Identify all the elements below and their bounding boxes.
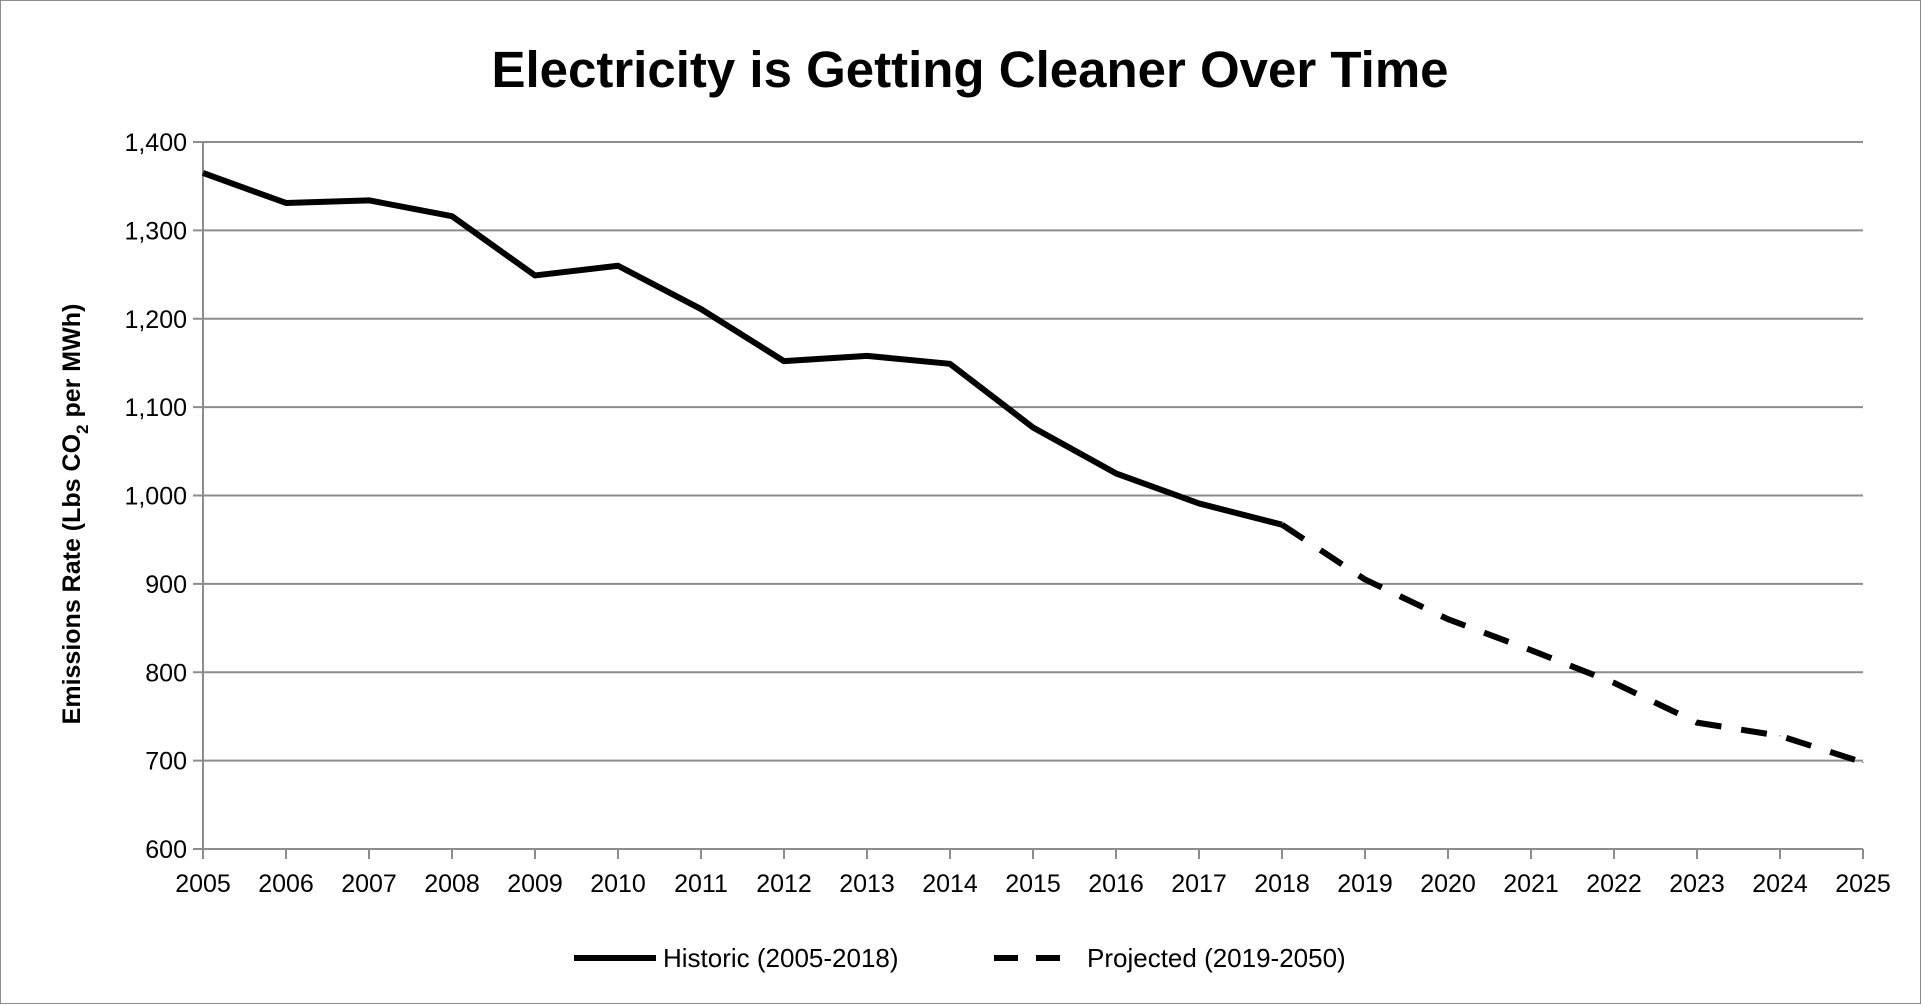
x-tick-label: 2014 (922, 870, 978, 898)
projected-data-point (1696, 722, 1698, 724)
x-tick-label: 2021 (1503, 870, 1559, 898)
projected-data-point (1530, 649, 1532, 651)
projected-data-point (1281, 524, 1283, 526)
x-tick-label: 2019 (1337, 870, 1393, 898)
x-tick-label: 2009 (507, 870, 563, 898)
x-tick-label: 2020 (1420, 870, 1476, 898)
x-tick-label: 2011 (674, 870, 728, 898)
y-tick-label: 600 (145, 836, 187, 864)
historic-data-point (1115, 472, 1117, 474)
historic-data-point (617, 265, 619, 267)
y-tick-label: 1,300 (124, 217, 187, 245)
projected-data-point (1862, 761, 1864, 763)
historic-data-point (949, 363, 951, 365)
x-tick-label: 2017 (1171, 870, 1227, 898)
projected-data-point (1779, 735, 1781, 737)
historic-data-point (285, 202, 287, 204)
x-tick-label: 2016 (1088, 870, 1144, 898)
x-tick-label: 2012 (756, 870, 812, 898)
projected-data-point (1364, 578, 1366, 580)
historic-data-point (368, 199, 370, 201)
y-tick-label: 1,000 (124, 483, 187, 511)
x-tick-label: 2013 (839, 870, 895, 898)
x-tick-label: 2005 (175, 870, 231, 898)
y-axis-tick-labels: 600 700 800 900 1,000 1,100 1,200 1,300 1,400 (124, 129, 187, 864)
historic-data-point (783, 360, 785, 362)
y-tick-label: 900 (145, 571, 187, 599)
historic-data-point (700, 308, 702, 310)
y-tick-label: 1,400 (124, 129, 187, 157)
x-tick-label: 2018 (1254, 870, 1310, 898)
historic-data-point (451, 215, 453, 217)
chart-title: Electricity is Getting Cleaner Over Time (491, 41, 1448, 98)
series-lines (201, 170, 1864, 766)
legend-projected-label: Projected (2019-2050) (1087, 943, 1346, 973)
x-tick-label: 2024 (1752, 870, 1808, 898)
y-axis-label: Emissions Rate (Lbs CO2 per MWh) (58, 304, 92, 725)
x-tick-label: 2025 (1835, 870, 1891, 898)
x-tick-label: 2007 (341, 870, 397, 898)
axes (193, 141, 1864, 859)
x-tick-label: 2010 (590, 870, 646, 898)
x-tick-label: 2022 (1586, 870, 1642, 898)
y-tick-label: 1,100 (124, 394, 187, 422)
legend: Historic (2005-2018) Projected (2019-205… (574, 943, 1346, 973)
historic-data-point (866, 355, 868, 357)
y-tick-label: 1,200 (124, 306, 187, 334)
projected-data-point (1613, 682, 1615, 684)
x-tick-label: 2006 (258, 870, 314, 898)
legend-historic-label: Historic (2005-2018) (663, 943, 899, 973)
historic-data-point (534, 274, 536, 276)
historic-data-point (1198, 502, 1200, 504)
series-historic-line (201, 170, 1283, 528)
series-projected-line (1280, 522, 1864, 766)
y-tick-label: 700 (145, 748, 187, 776)
x-tick-label: 2023 (1669, 870, 1725, 898)
x-tick-label: 2008 (424, 870, 480, 898)
projected-data-point (1447, 618, 1449, 620)
historic-data-point (202, 172, 204, 174)
x-axis-tick-labels: 2005 2006 2007 2008 2009 2010 2011 2012 2013 2014… (175, 870, 1891, 898)
y-tick-label: 800 (145, 659, 187, 687)
x-tick-label: 2015 (1005, 870, 1061, 898)
historic-data-point (1032, 426, 1034, 428)
gridlines (203, 141, 1863, 762)
